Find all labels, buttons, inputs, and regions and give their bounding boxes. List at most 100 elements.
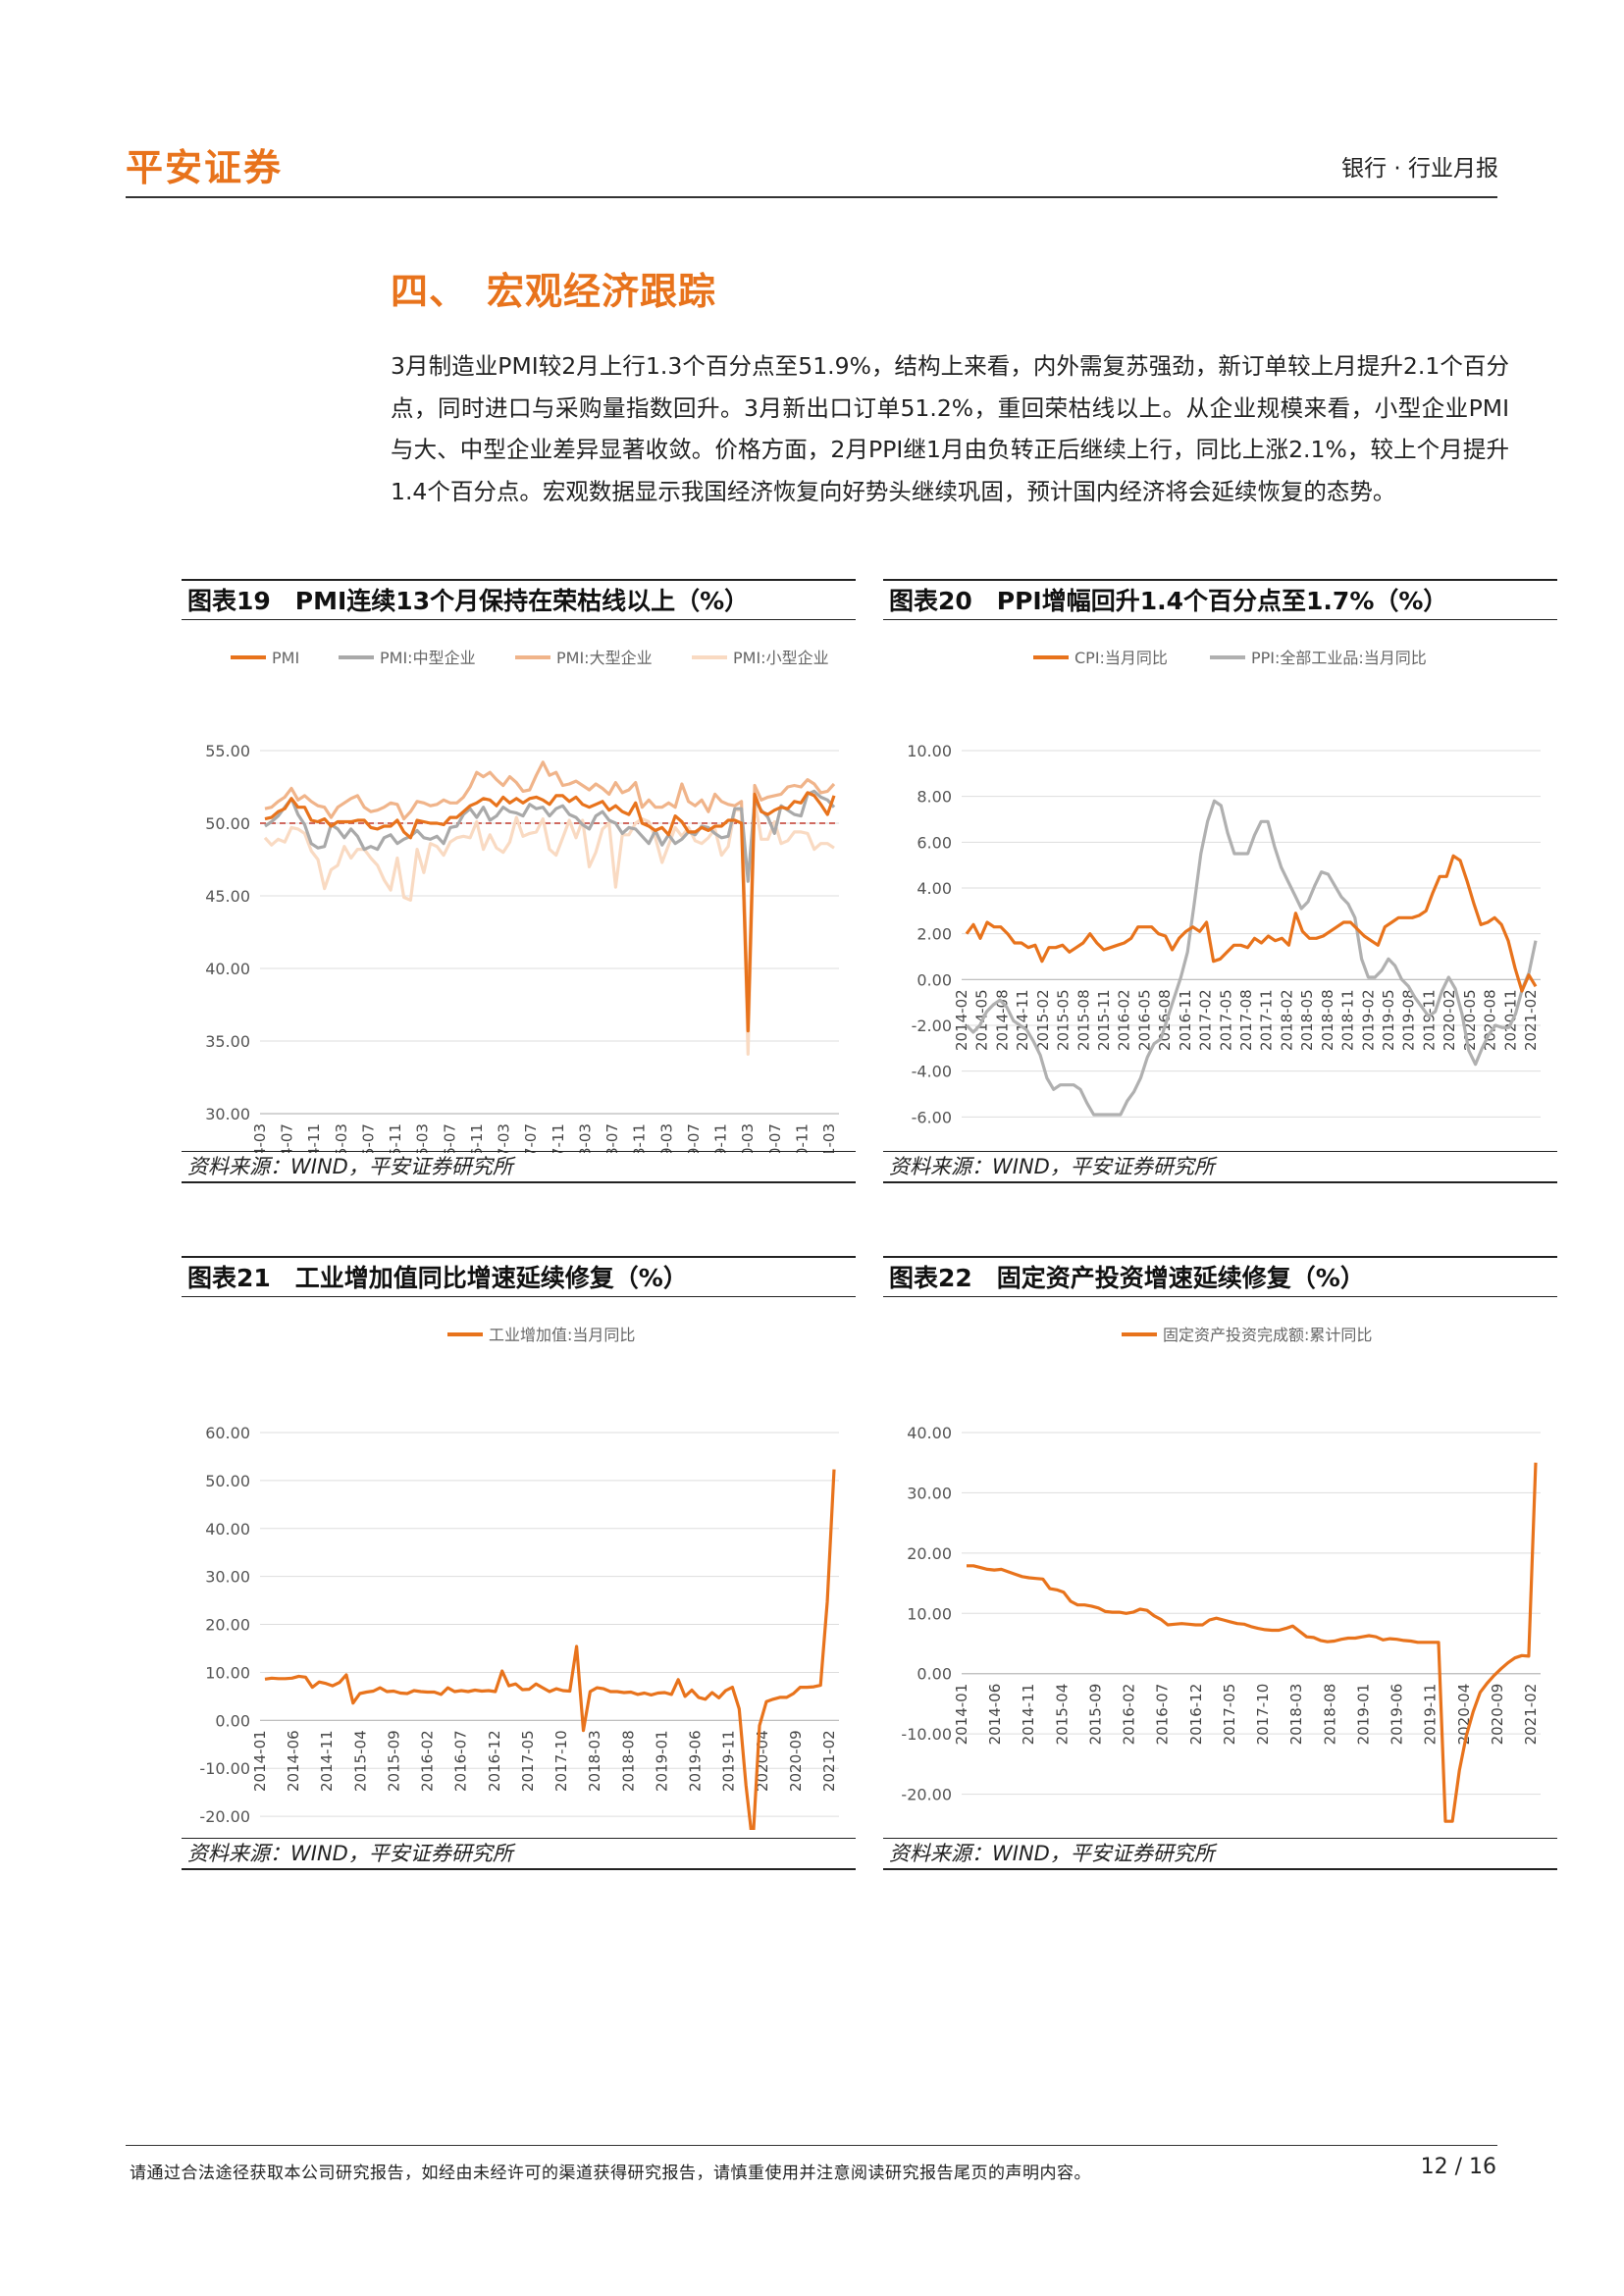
y-tick-label: -20.00 (199, 1807, 250, 1826)
x-tick-label: 2017-10 (552, 1730, 570, 1792)
x-tick-label: 2016-02 (1121, 1684, 1138, 1746)
legend-label: 固定资产投资完成额:累计同比 (1163, 1326, 1372, 1344)
x-tick-label: 2021-02 (1522, 989, 1540, 1051)
x-tick-label: 2021-02 (1522, 1684, 1540, 1746)
chart-title: 图表19 PMI连续13个月保持在荣枯线以上（%） (182, 579, 856, 620)
x-tick-label: 2017-03 (496, 1123, 513, 1153)
source-note: 资料来源：WIND，平安证券研究所 (182, 1151, 856, 1183)
chart-panel-fig19: 图表19 PMI连续13个月保持在荣枯线以上（%） 55.00 50.00 45.0… (182, 579, 856, 1197)
x-tick-label: 2016-07 (1154, 1684, 1172, 1746)
x-tick-label: 2014-11 (1020, 1684, 1037, 1746)
footer-disclaimer: 请通过合法途径获取本公司研究报告，如经由未经许可的渠道获得研究报告，请慎重使用并… (130, 2164, 1091, 2183)
y-tick-label: 20.00 (205, 1616, 250, 1635)
section-title: 四、 宏观经济跟踪 (391, 270, 717, 313)
y-tick-label: 50.00 (205, 1472, 250, 1490)
x-tick-label: 2015-11 (1095, 989, 1113, 1051)
y-tick-label: 0.00 (917, 1665, 952, 1684)
x-tick-label: 2014-07 (279, 1123, 296, 1153)
x-tick-label: 2015-04 (351, 1730, 369, 1792)
x-tick-label: 2019-08 (1400, 989, 1418, 1051)
legend-label: PMI (272, 649, 299, 667)
x-tick-label: 2017-05 (519, 1730, 537, 1792)
series-line (965, 799, 1538, 1117)
x-tick-label: 2018-03 (1287, 1684, 1305, 1746)
company-logo: 平安证券 (126, 146, 284, 189)
chart-panel-fig20: 图表20 PPI增幅回升1.4个百分点至1.7%（%） 10.00 8.00 6.0… (883, 579, 1557, 1197)
x-tick-label: 2017-11 (550, 1123, 567, 1153)
y-tick-label: -6.00 (912, 1108, 952, 1126)
y-tick-label: 60.00 (205, 1424, 250, 1442)
y-tick-label: 40.00 (205, 960, 250, 978)
x-tick-label: 2019-07 (685, 1123, 703, 1153)
x-tick-label: 2019-02 (1359, 989, 1377, 1051)
series-line (264, 1469, 836, 1830)
y-tick-label: 2.00 (917, 925, 952, 944)
x-tick-label: 2016-03 (414, 1123, 432, 1153)
y-tick-label: 45.00 (205, 887, 250, 906)
source-note: 资料来源：WIND，平安证券研究所 (182, 1838, 856, 1870)
y-tick-label: -10.00 (901, 1725, 952, 1744)
y-tick-label: -20.00 (901, 1786, 952, 1804)
legend-label: 工业增加值:当月同比 (489, 1326, 635, 1344)
x-tick-label: 2014-06 (285, 1730, 302, 1792)
y-tick-label: 40.00 (907, 1424, 952, 1442)
y-tick-label: -10.00 (199, 1759, 250, 1778)
x-tick-label: 2018-08 (1321, 1684, 1338, 1746)
y-tick-label: 40.00 (205, 1520, 250, 1539)
x-tick-label: 2014-08 (993, 989, 1011, 1051)
x-tick-label: 2016-05 (1135, 989, 1153, 1051)
x-tick-label: 2017-05 (1221, 1684, 1238, 1746)
x-tick-label: 2014-11 (305, 1123, 323, 1153)
chart-svg: 10.00 8.00 6.00 4.00 2.00 0.00 -2.00 -4.00 -6.00… (907, 649, 1541, 1126)
x-tick-label: 2018-11 (1339, 989, 1357, 1051)
x-tick-label: 2020-03 (739, 1123, 757, 1153)
y-tick-label: 10.00 (205, 1663, 250, 1682)
source-note: 资料来源：WIND，平安证券研究所 (883, 1838, 1557, 1870)
page-number: 12 / 16 (1420, 2155, 1496, 2179)
y-tick-label: 10.00 (907, 1604, 952, 1623)
y-tick-label: 10.00 (907, 742, 952, 760)
x-tick-label: 2017-07 (522, 1123, 540, 1153)
x-tick-label: 2020-11 (793, 1123, 811, 1153)
chart-svg: 60.00 50.00 40.00 30.00 20.00 10.00 0.00 -10.00… (199, 1326, 839, 1830)
x-tick-label: 2015-02 (1034, 989, 1052, 1051)
x-tick-label: 2014-01 (251, 1730, 269, 1792)
x-tick-label: 2018-02 (1278, 989, 1295, 1051)
y-tick-label: 30.00 (907, 1484, 952, 1502)
x-tick-label: 2016-12 (1187, 1684, 1205, 1746)
x-tick-label: 2015-03 (333, 1123, 350, 1153)
y-tick-label: 6.00 (917, 833, 952, 852)
chart-title: 图表22 固定资产投资增速延续修复（%） (883, 1256, 1557, 1297)
series-line (967, 1462, 1538, 1823)
series-line (264, 789, 836, 883)
x-tick-label: 2019-01 (653, 1730, 670, 1792)
y-tick-label: 8.00 (917, 788, 952, 807)
chart-title: 图表21 工业增加值同比增速延续修复（%） (182, 1256, 856, 1297)
x-tick-label: 2018-07 (603, 1123, 621, 1153)
x-tick-label: 2015-07 (359, 1123, 377, 1153)
y-tick-label: -2.00 (912, 1017, 952, 1035)
x-tick-label: 2016-02 (419, 1730, 437, 1792)
legend-label: CPI:当月同比 (1074, 649, 1168, 667)
x-tick-label: 2019-03 (657, 1123, 675, 1153)
x-tick-label: 2014-11 (1014, 989, 1031, 1051)
chart-panel-fig22: 图表22 固定资产投资增速延续修复（%） 40.00 30.00 20.00 10.0… (883, 1256, 1557, 1884)
x-tick-label: 2017-05 (1217, 989, 1234, 1051)
chart-svg: 40.0030.0020.0010.000.00-10.00-20.00-30.… (901, 1326, 1541, 1823)
x-tick-label: 2018-08 (1319, 989, 1336, 1051)
legend-label: PMI:大型企业 (556, 649, 653, 667)
x-tick-label: 2016-07 (441, 1123, 458, 1153)
x-tick-label: 2015-11 (387, 1123, 404, 1153)
x-tick-label: 2015-05 (1055, 989, 1073, 1051)
series-line (264, 791, 836, 1033)
x-tick-label: 2020-08 (1482, 989, 1499, 1051)
x-tick-label: 2021-02 (820, 1730, 838, 1792)
header-divider (126, 196, 1497, 198)
y-tick-label: 55.00 (205, 742, 250, 760)
x-tick-label: 2018-05 (1298, 989, 1316, 1051)
x-tick-label: 2018-11 (631, 1123, 649, 1153)
series-line (264, 760, 836, 1021)
x-tick-label: 2014-02 (953, 989, 970, 1051)
summary-paragraph: 3月制造业PMI较2月上行1.3个百分点至51.9%，结构上来看，内外需复苏强劲… (391, 352, 1509, 505)
